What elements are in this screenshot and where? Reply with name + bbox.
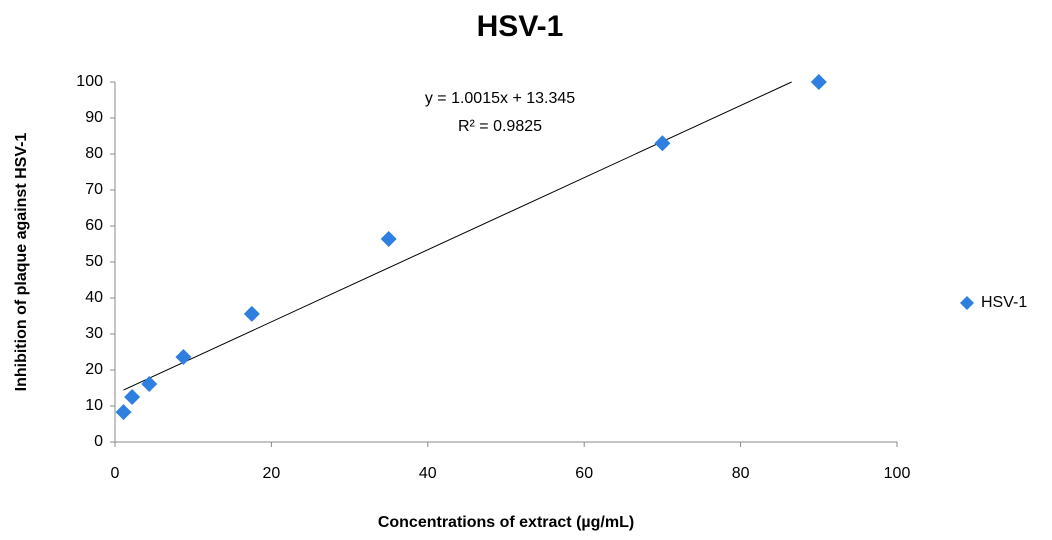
- y-tick-label: 90: [85, 109, 103, 126]
- y-tick-label: 60: [85, 217, 103, 234]
- x-tick-label: 100: [884, 465, 911, 482]
- y-tick-label: 70: [85, 181, 103, 198]
- x-tick-label: 40: [419, 465, 437, 482]
- y-tick-label: 80: [85, 145, 103, 162]
- y-axis-label: Inhibition of plaque against HSV-1: [13, 133, 30, 392]
- trendline: [123, 81, 792, 391]
- legend-marker: [960, 296, 974, 310]
- y-tick-label: 10: [85, 397, 103, 414]
- data-point: [810, 74, 827, 90]
- trendline-r2: R² = 0.9825: [458, 118, 542, 135]
- x-tick-label: 0: [111, 465, 120, 482]
- x-tick-label: 80: [732, 465, 750, 482]
- data-point: [380, 230, 397, 247]
- legend-label: HSV-1: [981, 294, 1027, 311]
- y-tick-label: 30: [85, 325, 103, 342]
- y-tick-label: 100: [76, 73, 103, 90]
- data-point: [141, 376, 158, 393]
- y-tick-label: 40: [85, 289, 103, 306]
- data-point: [115, 404, 132, 421]
- x-axis-label: Concentrations of extract (µg/mL): [378, 514, 634, 531]
- y-tick-label: 20: [85, 361, 103, 378]
- x-tick-label: 20: [263, 465, 281, 482]
- data-point: [243, 305, 260, 322]
- y-tick-label: 50: [85, 253, 103, 270]
- x-tick-label: 60: [575, 465, 593, 482]
- y-tick-label: 0: [94, 433, 103, 450]
- chart-title: HSV-1: [477, 10, 564, 43]
- data-point: [124, 389, 141, 405]
- data-point: [654, 135, 671, 152]
- data-point: [175, 349, 192, 366]
- trendline-equation: y = 1.0015x + 13.345: [425, 90, 575, 107]
